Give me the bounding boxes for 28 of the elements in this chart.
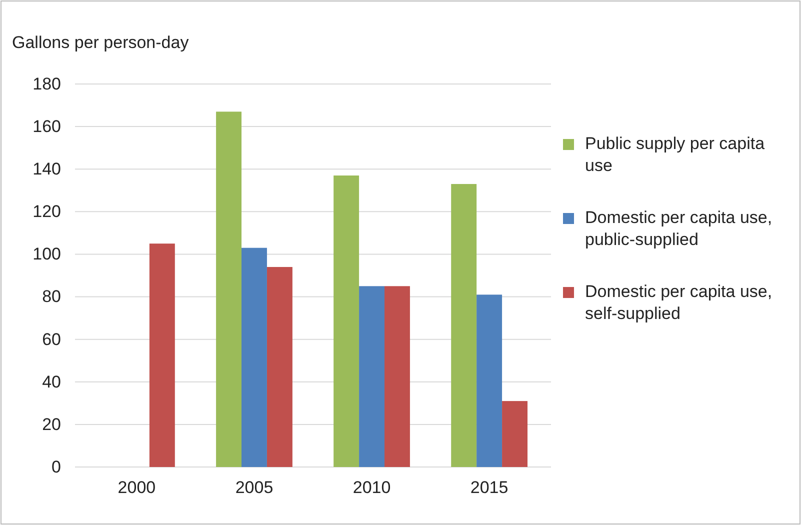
x-tick-label: 2015 xyxy=(470,478,508,498)
y-axis-title: Gallons per person-day xyxy=(12,33,190,52)
legend-label: Public supply per capita use xyxy=(585,134,766,176)
bar xyxy=(476,294,502,467)
legend-label: Domestic per capita use, self-supplied xyxy=(585,282,772,324)
bar xyxy=(242,248,267,467)
y-tick-label: 60 xyxy=(42,330,61,349)
bar xyxy=(216,112,242,467)
bar xyxy=(334,175,360,467)
x-tick-label: 2005 xyxy=(235,478,274,498)
x-tick-label: 2010 xyxy=(352,478,391,498)
bar xyxy=(502,401,528,467)
y-tick-label: 160 xyxy=(32,116,61,136)
x-tick-label: 2000 xyxy=(118,478,156,498)
bar xyxy=(451,184,477,467)
y-tick-label: 20 xyxy=(42,414,61,434)
bar xyxy=(359,286,384,467)
y-tick-label: 120 xyxy=(32,202,61,222)
y-tick-label: 140 xyxy=(32,160,61,179)
legend-label: Domestic per capita use, public-supplied xyxy=(585,208,772,250)
y-tick-label: 0 xyxy=(52,457,61,476)
bar xyxy=(384,286,410,467)
bar xyxy=(266,266,292,467)
bar xyxy=(149,244,175,467)
y-tick-label: 40 xyxy=(42,372,61,392)
y-tick-label: 80 xyxy=(42,287,61,306)
y-tick-label: 180 xyxy=(32,74,61,94)
y-tick-label: 100 xyxy=(32,244,61,264)
